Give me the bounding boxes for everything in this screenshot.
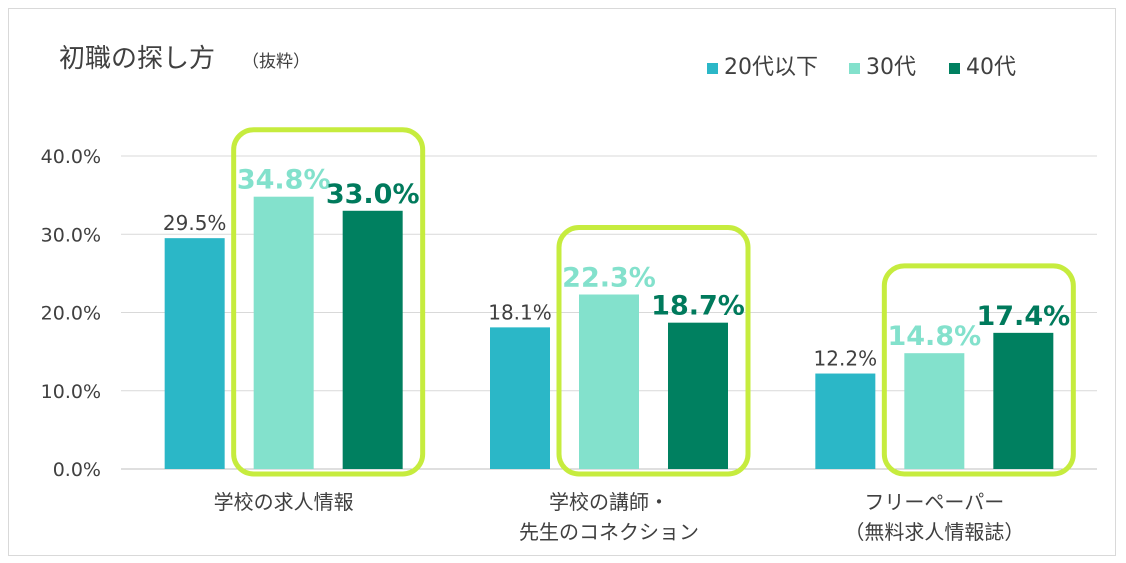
bar-layer [164, 196, 1054, 469]
data-label: 14.8% [887, 321, 981, 352]
legend-label: 40代 [966, 55, 1016, 80]
legend-label: 20代以下 [724, 55, 818, 80]
y-tick-label: 40.0% [41, 146, 101, 168]
y-tick-label: 10.0% [41, 381, 101, 403]
category-label: 学校の求人情報 [214, 490, 354, 514]
chart-svg: 初職の探し方 （抜粋） 0.0% 10.0% 20.0% 30.0% 40.0% 29.5… [41, 44, 1097, 544]
data-label: 12.2% [814, 347, 878, 371]
bar [815, 373, 876, 469]
chart-title: 初職の探し方 [59, 44, 215, 74]
highlight-box [556, 225, 751, 477]
bar [253, 196, 314, 469]
highlight-layer [231, 127, 1076, 477]
data-label: 33.0% [326, 179, 420, 210]
legend-swatch [707, 63, 718, 74]
chart-subtitle: （抜粋） [242, 52, 310, 72]
bar [993, 332, 1054, 469]
category-label: 先生のコネクション [519, 520, 699, 544]
data-label: 22.3% [562, 263, 656, 294]
bar [579, 294, 639, 469]
highlight-box [881, 263, 1076, 477]
bar [904, 353, 965, 469]
legend-swatch [849, 63, 860, 74]
y-tick-label: 0.0% [53, 459, 101, 481]
data-label: 18.1% [488, 300, 552, 324]
data-label: 34.8% [237, 165, 331, 196]
legend-label: 30代 [866, 55, 916, 80]
bar [668, 322, 728, 469]
legend-swatch [949, 63, 960, 74]
data-label: 17.4% [976, 301, 1070, 332]
category-label: フリーペーパー [864, 490, 1004, 514]
chart-frame: 初職の探し方 （抜粋） 0.0% 10.0% 20.0% 30.0% 40.0% 29.5… [8, 8, 1116, 556]
data-label: 29.5% [163, 211, 227, 235]
legend: 20代以下 30代 40代 [707, 55, 1016, 80]
bar [342, 210, 403, 469]
bar [490, 327, 550, 469]
y-tick-label: 20.0% [41, 303, 101, 325]
highlight-box [231, 127, 426, 477]
category-label: 学校の講師・ [549, 490, 669, 514]
data-label: 18.7% [651, 291, 745, 322]
category-label: （無料求人情報誌） [844, 520, 1024, 544]
y-tick-label: 30.0% [41, 224, 101, 246]
bar [164, 238, 225, 469]
label-layer: 0.0% 10.0% 20.0% 30.0% 40.0% 29.5% 34.8%33.0% 学… [41, 146, 1071, 544]
